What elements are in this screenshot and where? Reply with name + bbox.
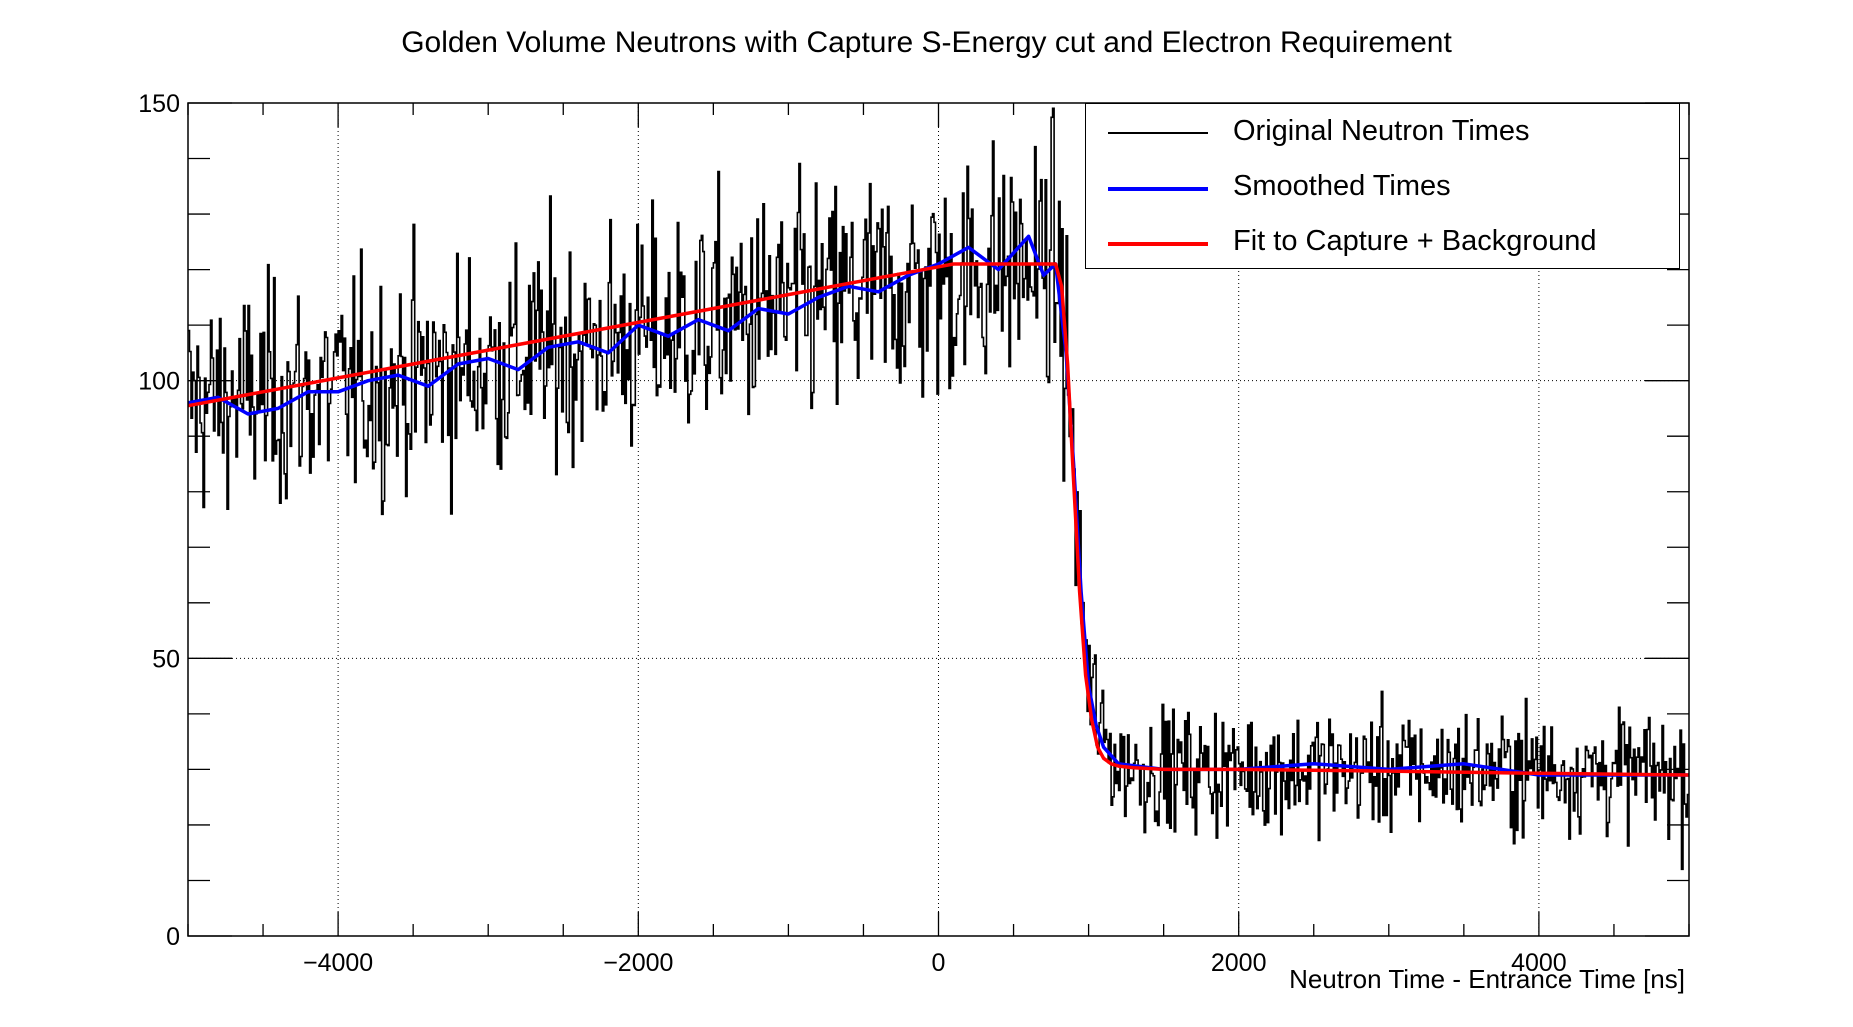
series-layer	[187, 107, 1690, 871]
x-tick-label: 0	[932, 949, 946, 977]
legend-line-original	[1108, 132, 1208, 134]
y-tick-label: 150	[138, 90, 180, 118]
legend-line-smoothed	[1108, 187, 1208, 191]
x-tick-label: −4000	[303, 949, 373, 977]
legend-label-smoothed: Smoothed Times	[1233, 170, 1451, 202]
x-tick-label: 4000	[1511, 949, 1567, 977]
y-tick-label: 100	[138, 368, 180, 396]
legend-entry-smoothed: Smoothed Times	[1086, 167, 1679, 207]
legend-entry-fit: Fit to Capture + Background	[1086, 222, 1679, 262]
axes: −4000 −2000 0 2000 4000 0 50 100 150	[138, 90, 1690, 977]
legend-label-fit: Fit to Capture + Background	[1233, 225, 1597, 257]
legend-entry-original: Original Neutron Times	[1086, 112, 1679, 152]
legend-label-original: Original Neutron Times	[1233, 115, 1530, 147]
chart-title: Golden Volume Neutrons with Capture S-En…	[401, 26, 1452, 59]
legend-line-fit	[1108, 242, 1208, 246]
x-axis-label: Neutron Time - Entrance Time [ns]	[1289, 964, 1685, 994]
x-tick-label: −2000	[603, 949, 673, 977]
x-tick-label: 2000	[1211, 949, 1267, 977]
legend: Original Neutron Times Smoothed Times Fi…	[1085, 103, 1680, 269]
grid-lines	[188, 103, 1689, 936]
series-fit-capture-background	[187, 262, 1690, 777]
y-tick-label: 0	[166, 923, 180, 951]
y-tick-label: 50	[152, 645, 180, 673]
